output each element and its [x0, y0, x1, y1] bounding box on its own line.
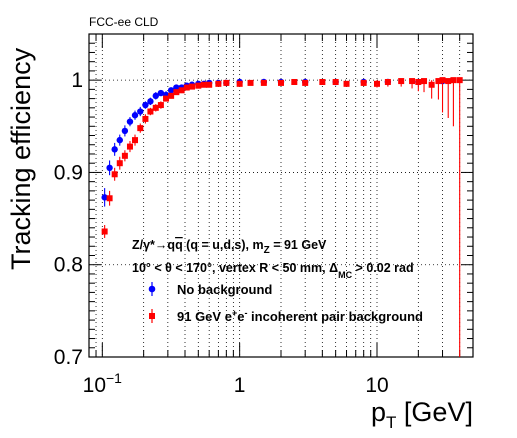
data-point — [435, 78, 442, 85]
data-point — [178, 87, 185, 94]
data-point — [374, 80, 380, 87]
legend-label-pair-background: 91 GeV e+e- incoherent pair background — [177, 308, 423, 324]
data-point — [173, 84, 180, 91]
data-point — [206, 81, 213, 88]
x-tick-label: 1 — [234, 374, 246, 397]
data-point — [302, 79, 309, 86]
y-tick-label: 0.7 — [54, 346, 83, 369]
data-point — [319, 78, 326, 85]
y-tick-label: 0.9 — [54, 161, 83, 184]
data-point — [421, 78, 428, 85]
data-point — [147, 108, 154, 115]
y-tick-label: 1 — [71, 69, 83, 92]
axis-tick-labels: 0.7 0.8 0.9 1 10−1 1 10 — [54, 69, 389, 397]
data-point — [189, 83, 196, 90]
data-point — [157, 89, 165, 97]
data-point — [167, 87, 175, 94]
data-point — [101, 194, 108, 201]
data-point — [445, 78, 452, 85]
data-point — [183, 84, 190, 91]
data-point — [236, 80, 243, 87]
x-tick-label: 10−1 — [83, 370, 123, 397]
data-point — [137, 108, 144, 115]
data-point — [126, 143, 133, 150]
data-point — [291, 78, 298, 85]
legend-marker-no-background — [148, 282, 156, 296]
series-1 — [101, 77, 463, 357]
data-point — [278, 79, 284, 86]
series-0 — [101, 77, 446, 207]
data-point — [147, 98, 154, 105]
data-point — [215, 80, 222, 87]
legend-marker-pair-background — [149, 309, 155, 323]
data-point — [415, 78, 422, 85]
data-point — [152, 104, 159, 111]
data-point — [121, 152, 128, 159]
data-point — [142, 101, 149, 109]
axis-ticks — [88, 33, 474, 358]
data-point — [137, 125, 144, 132]
data-point — [223, 79, 230, 86]
y-tick-label: 0.8 — [54, 254, 83, 277]
data-point — [450, 77, 457, 84]
data-point — [111, 171, 118, 178]
data-point — [121, 127, 129, 135]
data-point — [200, 81, 207, 88]
legend: No background 91 GeV e+e- incoherent pai… — [148, 282, 423, 324]
data-point — [360, 79, 367, 86]
data-point — [173, 89, 180, 96]
x-axis-label: pT [GeV] — [371, 397, 473, 432]
data-point — [343, 80, 350, 87]
annotation-cuts: 10° < θ < 170°, vertex R < 50 mm, ΔMC > … — [132, 261, 414, 280]
data-point — [195, 82, 202, 89]
annotation-process: Z/γ*→qq (q = u,d,s), mZ = 91 GeV — [132, 238, 327, 256]
data-point — [428, 81, 435, 88]
data-point — [106, 164, 113, 172]
data-point — [131, 112, 139, 119]
data-point — [116, 160, 123, 167]
data-point — [106, 195, 113, 202]
data-point — [126, 118, 134, 125]
data-point — [247, 79, 254, 86]
data-point — [142, 115, 149, 122]
data-point — [111, 146, 118, 153]
data-point — [332, 78, 339, 85]
data-point — [163, 95, 170, 102]
data-point — [409, 78, 416, 85]
data-point — [456, 77, 463, 84]
y-axis-label: Tracking efficiency — [6, 47, 36, 270]
data-point — [439, 77, 446, 84]
data-point — [168, 92, 175, 99]
data-point — [384, 78, 391, 85]
experiment-label: FCC-ee CLD — [89, 15, 159, 29]
x-tick-label: 10 — [365, 374, 388, 397]
data-series — [101, 77, 463, 357]
data-point — [152, 92, 159, 100]
data-point — [398, 78, 405, 85]
legend-label-no-background: No background — [177, 282, 272, 297]
data-point — [260, 79, 267, 86]
data-point — [116, 136, 123, 144]
data-point — [101, 228, 108, 235]
data-point — [132, 137, 139, 144]
data-point — [157, 102, 164, 109]
